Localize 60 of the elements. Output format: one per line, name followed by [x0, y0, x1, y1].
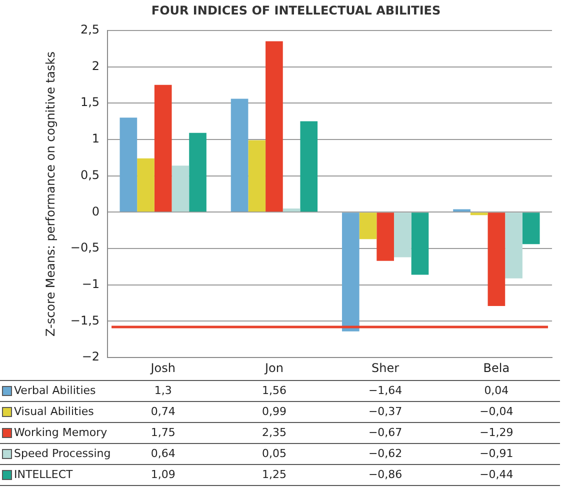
bar [411, 212, 429, 275]
y-tick-label: 2 [92, 58, 100, 73]
x-tick-label: Bela [483, 360, 510, 375]
legend-label: Verbal Abilities [14, 384, 96, 397]
chart-title: FOUR INDICES OF INTELLECTUAL ABILITIES [151, 3, 441, 18]
bar [470, 212, 488, 216]
data-label: 0,04 [483, 384, 510, 397]
data-label: 1,56 [260, 384, 288, 397]
bar [172, 166, 190, 212]
bar [248, 140, 266, 212]
data-label: −0,04 [478, 405, 514, 418]
data-label: 0,74 [150, 405, 176, 418]
bar [359, 212, 377, 240]
legend-label: Visual Abilities [14, 405, 94, 418]
bar [230, 98, 248, 212]
y-tick-label: −0,5 [70, 240, 100, 255]
data-label: −1,29 [478, 426, 514, 439]
data-label: 1,75 [150, 426, 176, 439]
y-tick-label: 0,5 [80, 168, 100, 182]
x-tick-label: Sher [372, 360, 400, 375]
data-label: 2,35 [260, 426, 288, 439]
bar [522, 212, 540, 244]
bar [154, 84, 172, 212]
data-label: −0,37 [367, 405, 404, 418]
bar [505, 212, 522, 278]
data-label: 0,64 [150, 447, 176, 460]
legend-label: Speed Processing [14, 447, 111, 460]
y-tick-label: 1,5 [80, 95, 100, 110]
bar [266, 41, 283, 212]
data-label: −0,91 [478, 447, 514, 460]
y-tick-label: 2,5 [80, 22, 100, 37]
y-tick-label: −2 [82, 350, 100, 364]
legend-label: Working Memory [14, 426, 108, 439]
y-tick-label: −1 [82, 277, 100, 292]
data-label: 1,25 [260, 468, 288, 481]
data-label: −0,86 [367, 468, 404, 481]
bar [394, 212, 412, 258]
bar [282, 208, 300, 212]
data-label: 0,05 [260, 447, 288, 460]
data-label: 0,99 [260, 405, 288, 418]
bar [189, 132, 206, 212]
legend-label: INTELLECT [14, 468, 73, 481]
bar [120, 118, 138, 212]
data-label: −0,62 [367, 447, 404, 460]
bar [137, 158, 154, 212]
data-label: 1,09 [150, 468, 176, 481]
bar [300, 121, 318, 212]
data-label: 1,3 [153, 384, 173, 397]
bar [376, 212, 394, 261]
y-tick-label: 0 [92, 204, 100, 218]
bar [342, 212, 360, 332]
data-label: −0,67 [367, 426, 404, 439]
y-tick-label: −1,5 [70, 313, 100, 328]
y-axis-title: Z-score Means: performance on cognitive tasks [43, 52, 58, 336]
data-label: −1,64 [367, 384, 404, 397]
bar [488, 212, 506, 306]
x-tick-label: Josh [150, 360, 176, 375]
data-label: −0,44 [478, 468, 514, 481]
y-tick-label: 1 [92, 132, 100, 146]
x-tick-label: Jon [264, 360, 284, 375]
